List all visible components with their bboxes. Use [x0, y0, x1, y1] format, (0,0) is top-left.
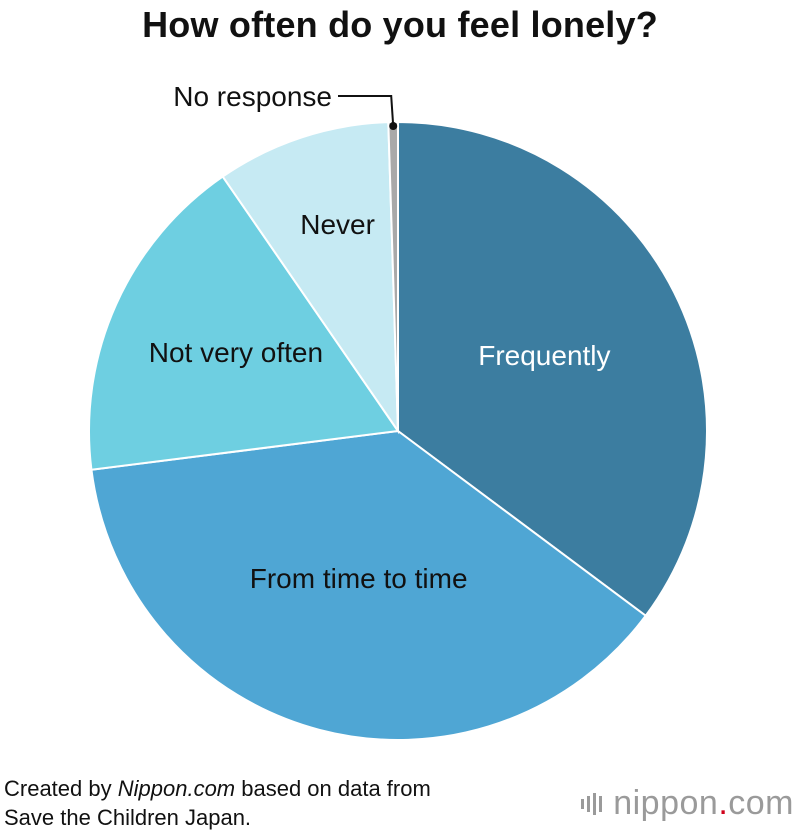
credit-line-2: Save the Children Japan. [4, 805, 252, 830]
slice-label-never: Never [300, 209, 375, 240]
callout-label-no-response: No response [173, 81, 332, 112]
slice-label-frequently: Frequently [478, 340, 610, 371]
brand-bars-icon [581, 789, 605, 819]
slice-label-not-very-often: Not very often [149, 337, 323, 368]
slice-label-from-time-to-time: From time to time [250, 563, 468, 594]
pie-slice-never [221, 121, 400, 435]
brand-logo: nippon. com [581, 784, 794, 823]
source-credit: Created by Nippon.com based on data from… [4, 774, 431, 832]
pie-slice-frequently [397, 120, 708, 618]
brand-dot: . [718, 784, 729, 822]
credit-prefix: Created by [4, 776, 118, 801]
brand-name: nippon [613, 784, 719, 822]
chart-title: How often do you feel lonely? [142, 4, 658, 45]
credit-source: Nippon.com [117, 776, 236, 801]
callout-dot-no-response [389, 122, 398, 131]
callout-line-no-response [338, 95, 395, 127]
brand-tld: com [728, 784, 794, 822]
credit-line-1: Created by Nippon.com based on data from [4, 774, 431, 803]
credit-suffix: based on data from [235, 776, 431, 801]
pie-slice-from-time-to-time [90, 429, 648, 741]
pie-slice-not-very-often [88, 175, 400, 471]
